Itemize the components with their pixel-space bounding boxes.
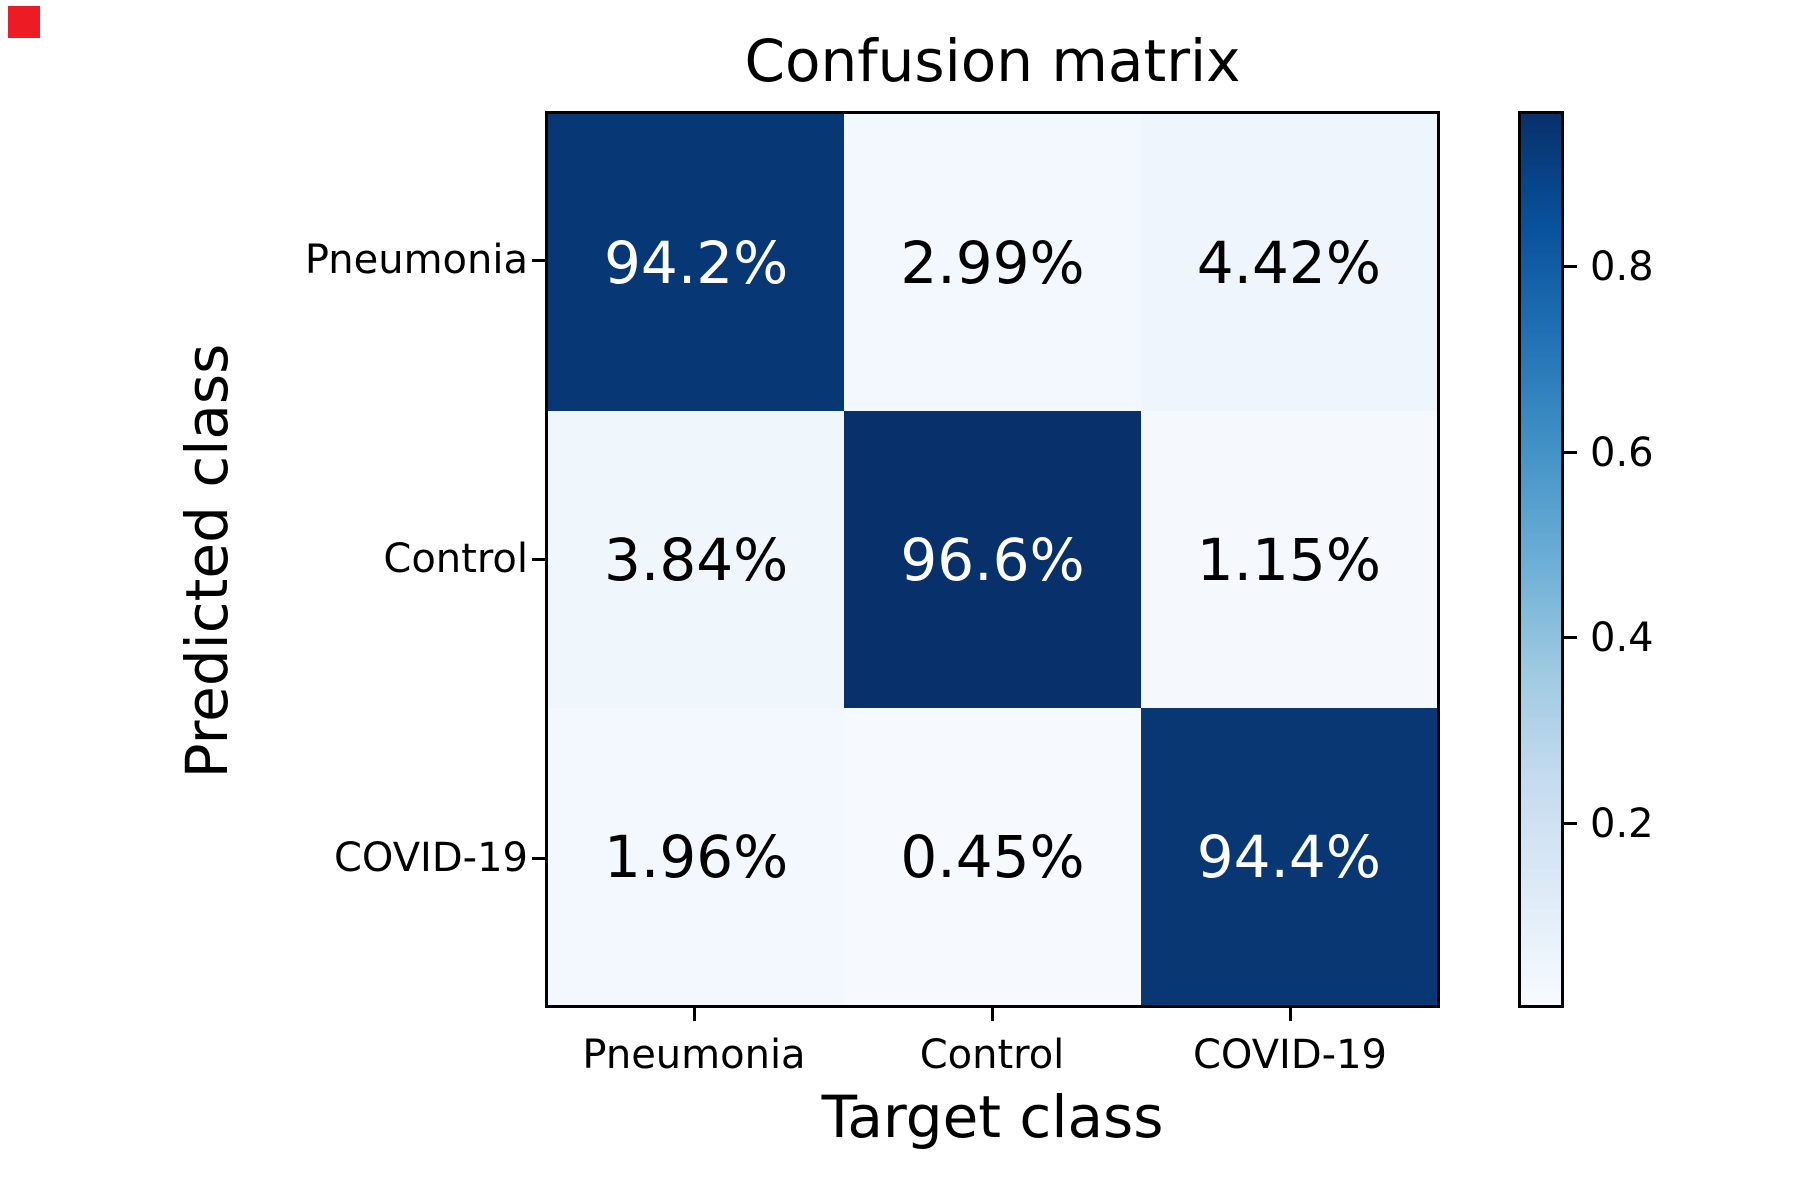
matrix-cell-r2c1: 0.45% [844,708,1141,1005]
matrix-cell-r0c0: 94.2% [548,114,845,411]
x-tick-mark [693,1008,696,1021]
matrix-cell-r2c2: 94.4% [1140,708,1437,1005]
x-tick-label-covid19: COVID-19 [1192,1032,1387,1078]
matrix-cell-r2c0: 1.96% [548,708,845,1005]
chart-title: Confusion matrix [744,27,1241,95]
x-axis-label: Target class [821,1083,1164,1151]
colorbar-tick-mark [1564,265,1577,268]
colorbar-tick-mark [1564,636,1577,639]
colorbar [1518,111,1564,1008]
matrix-cell-r1c1: 96.6% [844,411,1141,708]
x-tick-mark [991,1008,994,1021]
y-tick-label-covid19: COVID-19 [333,835,528,881]
y-tick-mark [532,857,545,860]
x-tick-label-control: Control [919,1032,1065,1078]
y-tick-mark [532,259,545,262]
heatmap-plot: 94.2% 2.99% 4.42% 3.84% 96.6% 1.15% 1.96… [545,111,1440,1008]
red-corner-marker [8,6,40,38]
y-tick-mark [532,558,545,561]
matrix-cell-r0c1: 2.99% [844,114,1141,411]
matrix-cell-r0c2: 4.42% [1140,114,1437,411]
x-tick-mark [1289,1008,1292,1021]
matrix-cell-r1c2: 1.15% [1140,411,1437,708]
colorbar-tick-mark [1564,451,1577,454]
colorbar-tick-label-0-8: 0.8 [1590,244,1654,290]
y-tick-label-pneumonia: Pneumonia [304,237,528,283]
matrix-cell-r1c0: 3.84% [548,411,845,708]
colorbar-tick-mark [1564,822,1577,825]
colorbar-tick-label-0-2: 0.2 [1590,801,1654,847]
y-tick-label-control: Control [383,536,528,582]
x-tick-label-pneumonia: Pneumonia [582,1032,806,1078]
colorbar-tick-label-0-4: 0.4 [1590,615,1654,661]
colorbar-tick-label-0-6: 0.6 [1590,430,1654,476]
